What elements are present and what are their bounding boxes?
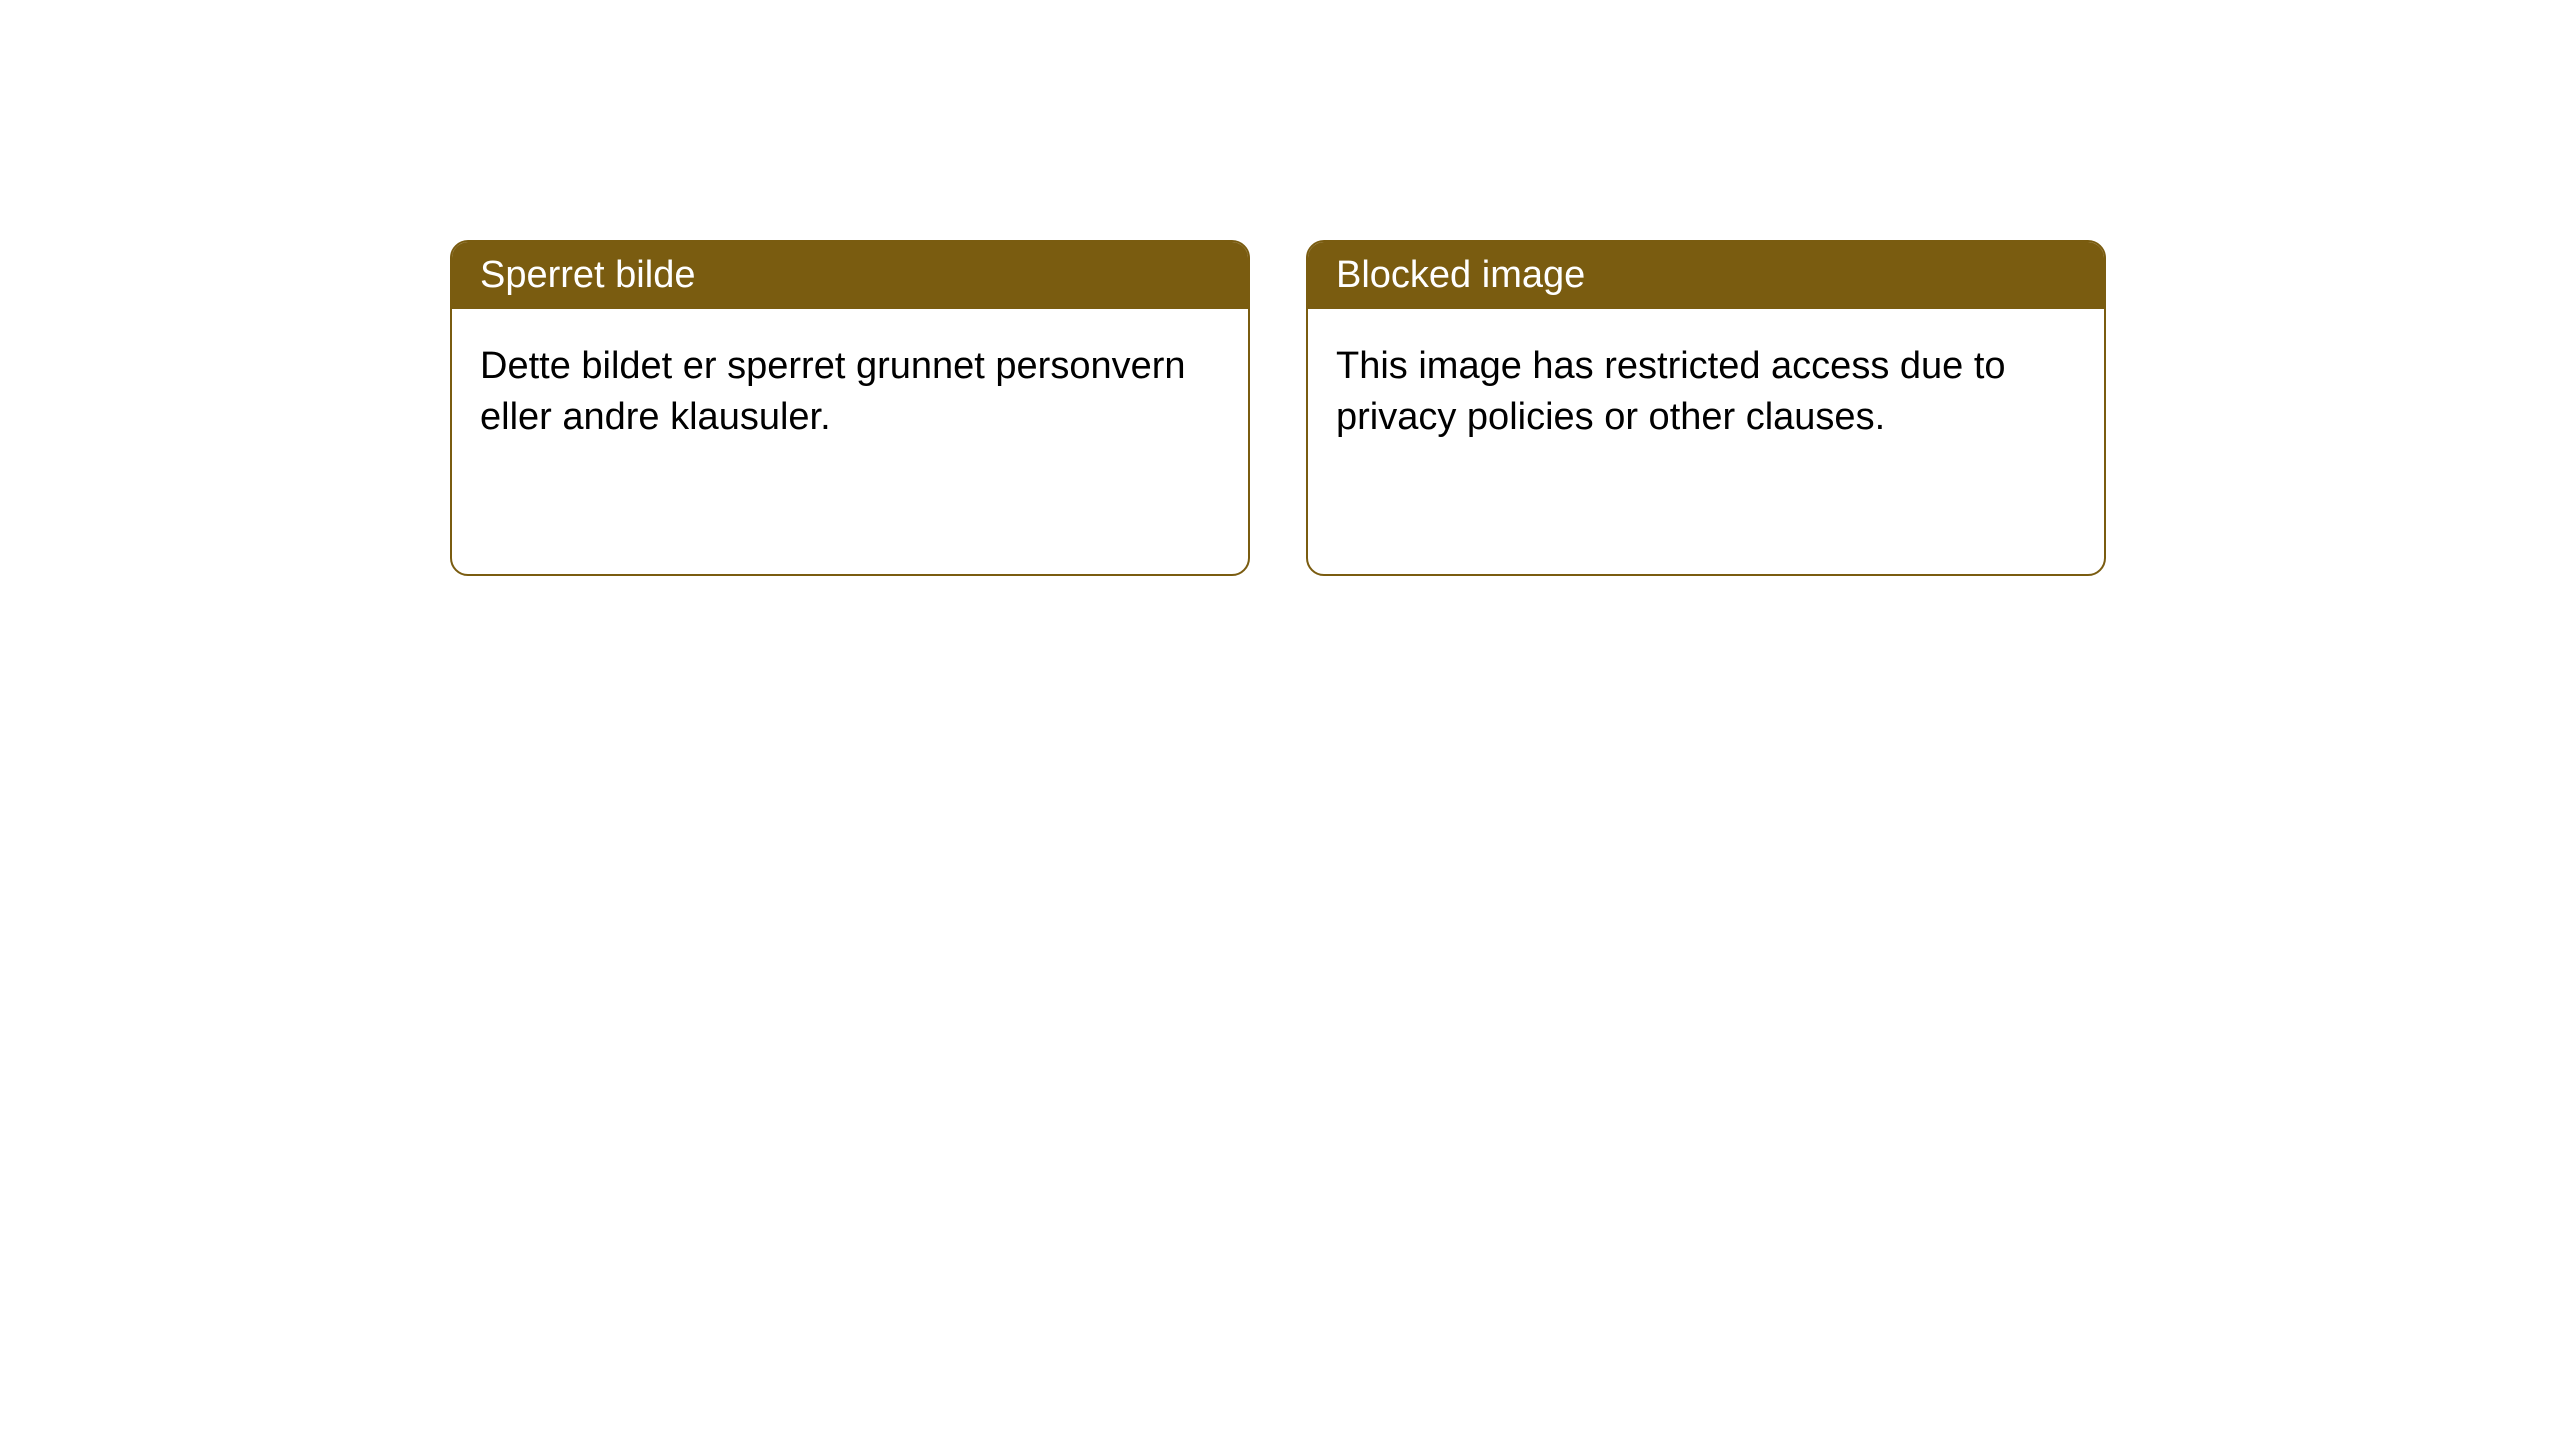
card-title: Blocked image [1308,242,2104,309]
card-title: Sperret bilde [452,242,1248,309]
card-body: Dette bildet er sperret grunnet personve… [452,309,1248,476]
card-body: This image has restricted access due to … [1308,309,2104,476]
notice-card-norwegian: Sperret bilde Dette bildet er sperret gr… [450,240,1250,576]
notice-container: Sperret bilde Dette bildet er sperret gr… [0,0,2560,576]
notice-card-english: Blocked image This image has restricted … [1306,240,2106,576]
